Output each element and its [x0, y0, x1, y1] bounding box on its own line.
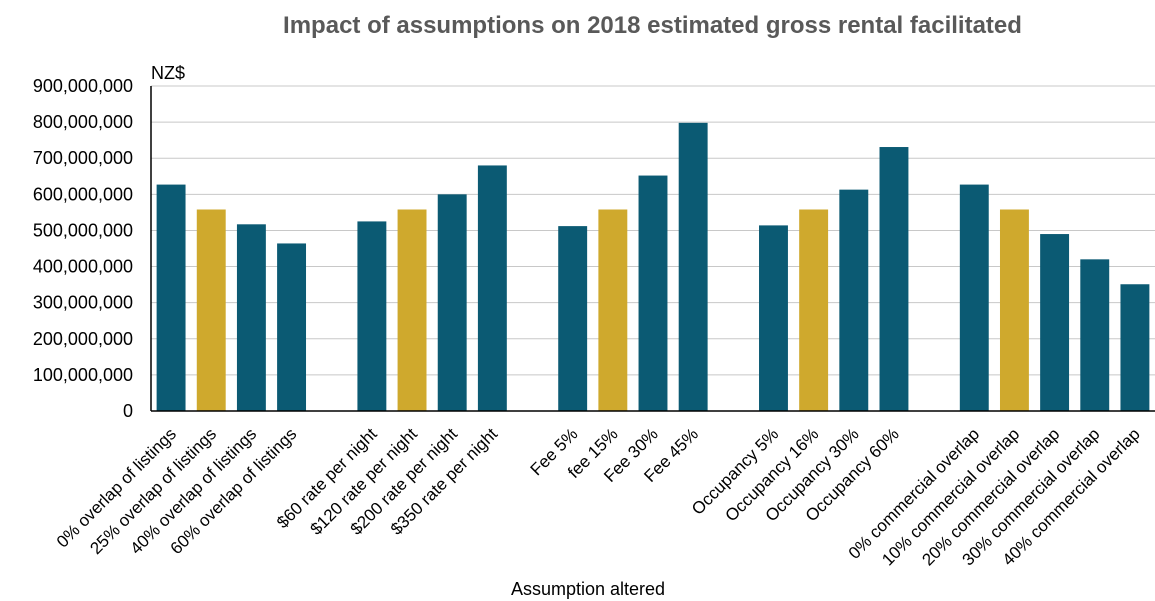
- bar: [678, 122, 708, 411]
- bar: [1080, 259, 1110, 411]
- y-tick-label: 300,000,000: [33, 293, 133, 313]
- y-tick-label: 0: [123, 401, 133, 421]
- bar: [598, 209, 628, 411]
- bar: [839, 189, 869, 411]
- y-tick-label: 500,000,000: [33, 220, 133, 240]
- y-tick-label: 900,000,000: [33, 76, 133, 96]
- chart-title: Impact of assumptions on 2018 estimated …: [283, 12, 1022, 39]
- bar: [799, 209, 829, 411]
- bar: [879, 147, 909, 411]
- bar: [959, 184, 989, 411]
- y-axis-ticks: 0 100,000,000 200,000,000 300,000,000 400,00…: [33, 76, 133, 421]
- y-tick-label: 100,000,000: [33, 365, 133, 385]
- bar: [759, 225, 788, 411]
- bar: [357, 221, 387, 411]
- y-tick-label: 200,000,000: [33, 329, 133, 349]
- x-axis-label: Assumption altered: [511, 579, 665, 599]
- bar: [1120, 284, 1150, 411]
- bar: [558, 226, 588, 411]
- y-tick-label: 600,000,000: [33, 184, 133, 204]
- bar: [477, 165, 507, 411]
- bar: [196, 209, 226, 411]
- bar: [236, 224, 266, 411]
- bar: [1040, 234, 1070, 411]
- bars: [156, 122, 1150, 411]
- bar: [277, 243, 307, 411]
- y-tick-label: 700,000,000: [33, 148, 133, 168]
- bar: [999, 209, 1029, 411]
- y-tick-label: 400,000,000: [33, 257, 133, 277]
- bar: [638, 175, 668, 411]
- bar: [156, 184, 186, 411]
- y-tick-label: 800,000,000: [33, 112, 133, 132]
- bar: [437, 194, 467, 411]
- bar: [397, 209, 427, 411]
- y-axis-label: NZ$: [151, 63, 185, 83]
